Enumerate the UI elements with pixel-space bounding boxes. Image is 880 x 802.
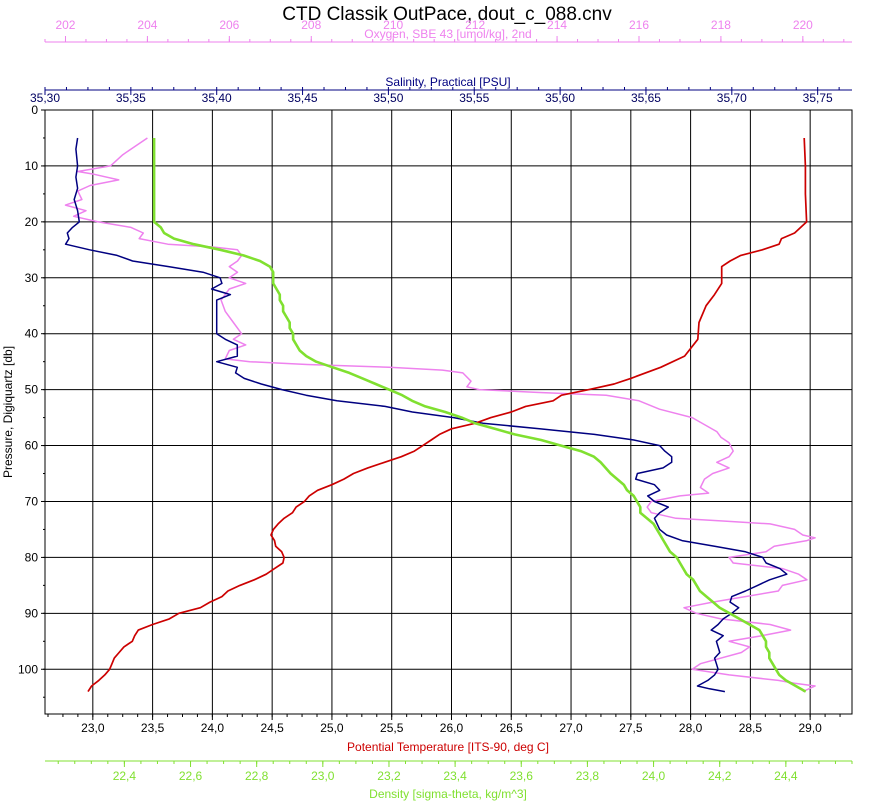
x-tick-label: 35,75 (803, 91, 833, 105)
series-line-salinity (64, 137, 788, 693)
x-axis-salinity: 35,30 35,35 35,40 35,45 35,50 35,55 35,60 35,65… (30, 75, 852, 105)
y-tick-label: 90 (25, 606, 39, 620)
x-tick-label: 35,40 (202, 91, 232, 105)
x-tick-label: 25,5 (380, 721, 404, 735)
x-tick-label: 27,0 (559, 721, 583, 735)
y-tick-label: 30 (25, 271, 39, 285)
x-tick-label: 23,0 (311, 769, 335, 783)
x-tick-label: 35,50 (373, 91, 403, 105)
y-tick-label: 0 (31, 103, 38, 117)
y-tick-label: 10 (25, 159, 39, 173)
x-tick-label: 212 (465, 18, 485, 32)
x-tick-label: 28,5 (739, 721, 763, 735)
data-series (64, 137, 816, 693)
y-tick-label: 60 (25, 439, 39, 453)
x-tick-label: 24,2 (708, 769, 732, 783)
x-tick-label: 206 (219, 18, 239, 32)
y-tick-label: 20 (25, 215, 39, 229)
x-tick-label: 204 (137, 18, 157, 32)
y-tick-label: 40 (25, 327, 39, 341)
y-tick-label: 50 (25, 383, 39, 397)
x-tick-label: 22,4 (113, 769, 137, 783)
x-tick-label: 23,0 (81, 721, 105, 735)
x-tick-label: 208 (301, 18, 321, 32)
x-tick-label: 26,0 (440, 721, 464, 735)
x-tick-label: 35,35 (116, 91, 146, 105)
x-tick-label: 35,55 (459, 91, 489, 105)
x-tick-label: 24,0 (201, 721, 225, 735)
x-tick-label: 35,70 (717, 91, 747, 105)
x-tick-label: 35,60 (545, 91, 575, 105)
x-axis-oxygen: 202 204 206 208 210 212 214 216 218 220 Oxygen, SB… (44, 18, 852, 43)
x-axis-temperature: 23,0 23,5 24,0 24,5 25,0 25,5 26,0 26,5 27,0 27,5… (47, 714, 841, 754)
x-axis-title: Potential Temperature [ITS-90, deg C] (347, 740, 549, 754)
y-tick-label: 100 (18, 662, 38, 676)
x-axis-title: Salinity, Practical [PSU] (385, 75, 510, 89)
x-tick-label: 23,2 (377, 769, 401, 783)
x-tick-label: 26,5 (500, 721, 524, 735)
x-tick-label: 218 (711, 18, 731, 32)
x-tick-label: 23,6 (510, 769, 534, 783)
x-tick-label: 35,65 (631, 91, 661, 105)
y-tick-label: 80 (25, 550, 39, 564)
x-axis-title: Density [sigma-theta, kg/m^3] (369, 787, 527, 801)
x-tick-label: 22,6 (179, 769, 203, 783)
x-tick-label: 214 (547, 18, 567, 32)
x-tick-label: 27,5 (619, 721, 643, 735)
x-tick-label: 24,0 (642, 769, 666, 783)
x-tick-label: 202 (55, 18, 75, 32)
x-tick-label: 210 (383, 18, 403, 32)
chart-title: CTD Classik OutPace, dout_c_088.cnv (282, 4, 612, 25)
series-line-density (152, 138, 807, 693)
x-axis-density: 22,4 22,6 22,8 23,0 23,2 23,4 23,6 23,8 24,0 24,2… (45, 760, 853, 801)
axes: 0 10 20 30 40 50 60 70 80 90 100 Pressure, Digiquar… (1, 18, 853, 801)
x-tick-label: 35,45 (288, 91, 318, 105)
y-tick-label: 70 (25, 494, 39, 508)
x-tick-label: 24,5 (260, 721, 284, 735)
plot-frame (44, 109, 853, 715)
x-tick-label: 35,30 (30, 91, 60, 105)
x-tick-label: 23,4 (443, 769, 467, 783)
series-line-oxygen (64, 137, 816, 693)
series-line-temperature (87, 137, 808, 693)
x-tick-label: 24,4 (774, 769, 798, 783)
x-tick-label: 23,5 (141, 721, 165, 735)
x-tick-label: 220 (793, 18, 813, 32)
x-tick-label: 28,0 (679, 721, 703, 735)
x-axis-title: Oxygen, SBE 43 [umol/kg], 2nd (364, 27, 531, 41)
x-tick-label: 23,8 (576, 769, 600, 783)
x-tick-label: 216 (629, 18, 649, 32)
x-tick-label: 29,0 (798, 721, 822, 735)
x-tick-label: 22,8 (245, 769, 269, 783)
x-tick-label: 25,0 (320, 721, 344, 735)
y-axis-title: Pressure, Digiquartz [db] (1, 346, 15, 478)
